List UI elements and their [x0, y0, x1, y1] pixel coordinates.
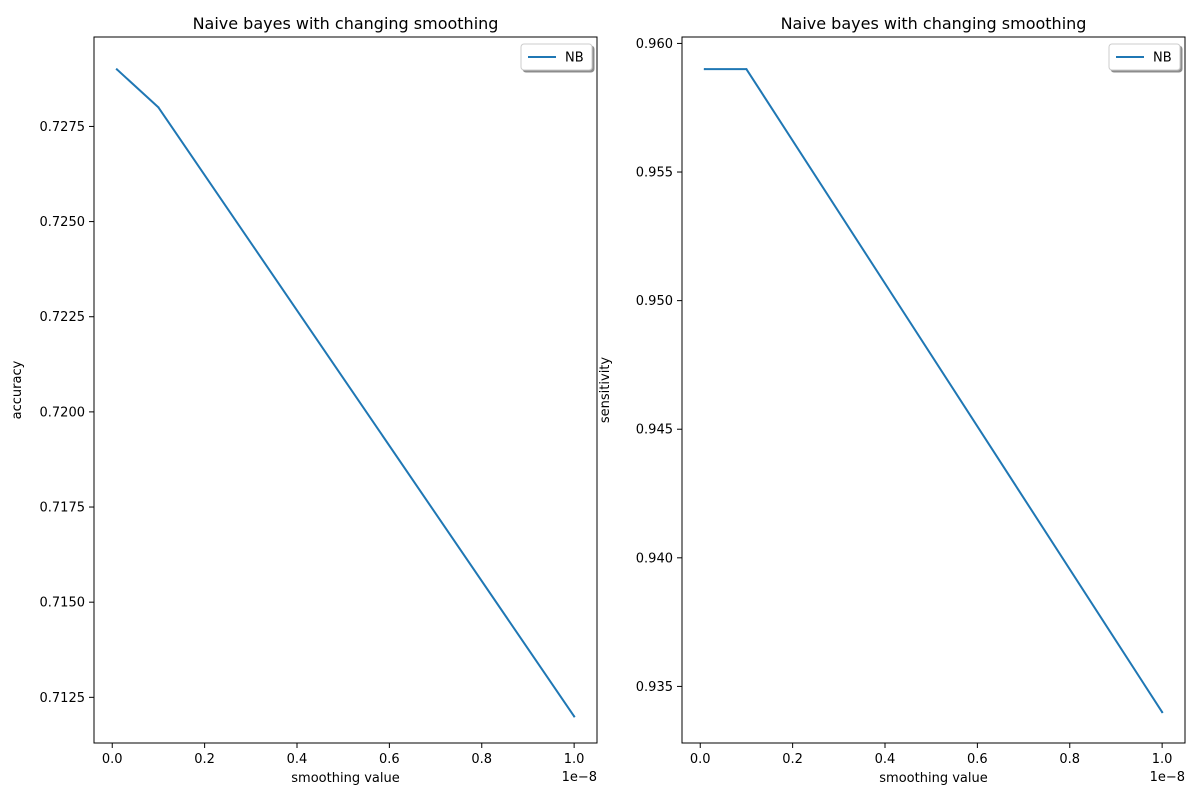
series-line-nb	[115, 67, 576, 718]
x-tick-label: 0.4	[287, 752, 308, 767]
series-line-nb	[703, 68, 1164, 714]
y-tick-label: 0.7250	[40, 215, 86, 230]
x-offset-label: 1e−8	[562, 770, 597, 785]
x-offset-label: 1e−8	[1150, 770, 1185, 785]
x-tick-label: 1.0	[564, 752, 585, 767]
x-tick-label: 0.6	[379, 752, 400, 767]
plot-frame	[681, 36, 1186, 744]
x-tick-label: 0.8	[471, 752, 492, 767]
chart-title: Naive bayes with changing smoothing	[781, 14, 1087, 33]
x-tick-label: 0.8	[1059, 752, 1080, 767]
y-tick-label: 0.7200	[40, 405, 86, 420]
y-axis-label: accuracy	[10, 360, 25, 419]
chart-panel-1: Naive bayes with changing smoothing 0.0 0.…	[10, 14, 598, 786]
y-tick-label: 0.7125	[40, 691, 86, 706]
y-tick-label: 0.945	[636, 423, 673, 438]
legend-entry-label: NB	[565, 51, 584, 66]
data-point	[115, 68, 118, 71]
x-axis-label: smoothing value	[291, 771, 399, 786]
chart-panel-2: Naive bayes with changing smoothing 0.0 0.…	[598, 14, 1186, 786]
y-tick-label: 0.7175	[40, 501, 86, 516]
legend-box	[520, 43, 593, 71]
x-tick-label: 0.2	[194, 752, 215, 767]
x-tick-label: 0.0	[690, 752, 711, 767]
x-tick-label: 0.6	[967, 752, 988, 767]
data-point	[745, 68, 748, 71]
plot-frame	[93, 36, 598, 744]
y-tick-label: 0.960	[636, 37, 673, 52]
legend: NB	[520, 43, 593, 71]
y-tick-label: 0.935	[636, 680, 673, 695]
x-tick-label: 0.2	[782, 752, 803, 767]
data-point	[703, 68, 706, 71]
data-point	[157, 106, 160, 109]
data-point	[1161, 711, 1164, 714]
y-tick-label: 0.955	[636, 166, 673, 181]
legend-entry-label: NB	[1153, 51, 1172, 66]
y-tick-label: 0.940	[636, 551, 673, 566]
y-tick-label: 0.950	[636, 294, 673, 309]
legend: NB	[1108, 43, 1181, 71]
y-tick-label: 0.7275	[40, 120, 86, 135]
chart-title: Naive bayes with changing smoothing	[193, 14, 499, 33]
x-tick-label: 1.0	[1152, 752, 1173, 767]
y-axis-label: sensitivity	[598, 357, 613, 424]
legend-box	[1108, 43, 1181, 71]
y-tick-label: 0.7225	[40, 310, 86, 325]
x-axis-label: smoothing value	[879, 771, 987, 786]
y-tick-label: 0.7150	[40, 596, 86, 611]
data-point	[573, 715, 576, 718]
x-tick-label: 0.4	[875, 752, 896, 767]
x-tick-label: 0.0	[102, 752, 123, 767]
